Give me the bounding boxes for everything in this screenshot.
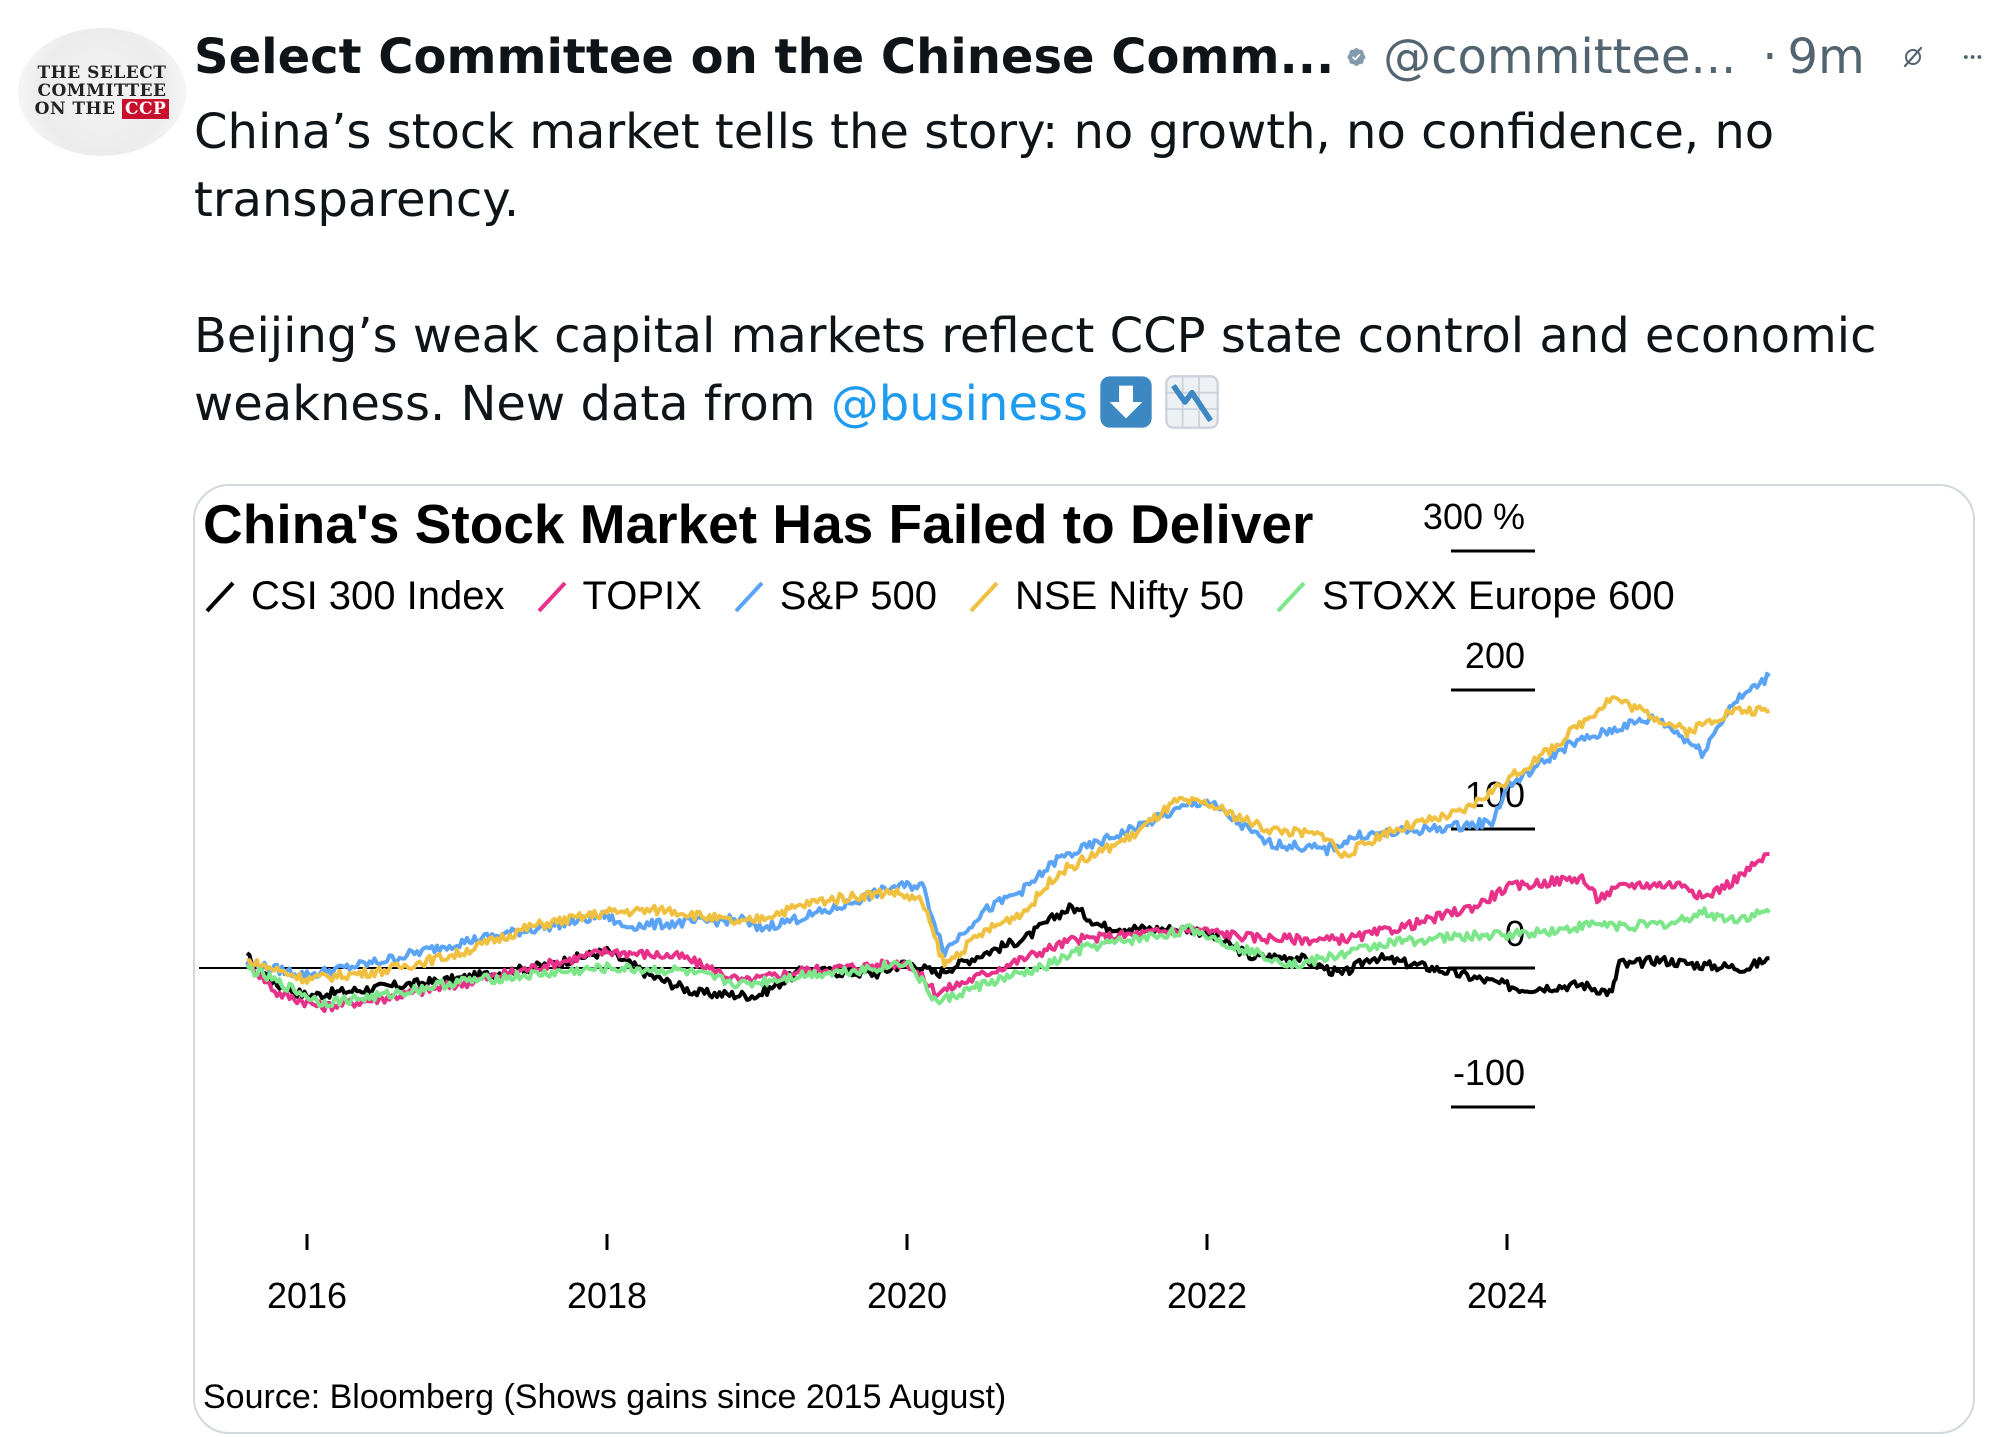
legend-item: NSE Nifty 50 — [967, 574, 1244, 619]
tweet-paragraph-2-text: Beijing’s weak capital markets reflect C… — [194, 308, 1877, 432]
legend-swatch — [1276, 581, 1306, 612]
display-name[interactable]: Select Committee on the Chinese Comm... — [194, 29, 1335, 85]
separator-dot: · — [1762, 29, 1778, 85]
x-tick-label: 2018 — [567, 1275, 647, 1316]
series-line-stoxx-europe-600 — [245, 906, 1771, 1009]
legend-label: STOXX Europe 600 — [1321, 574, 1675, 618]
verified-badge-icon — [1347, 48, 1366, 66]
legend-label: CSI 300 Index — [251, 574, 505, 618]
chart-title: China's Stock Market Has Failed to Deliv… — [203, 493, 1314, 555]
grok-icon[interactable] — [1901, 26, 1925, 88]
x-tick-label: 2022 — [1167, 1275, 1247, 1316]
x-tick-label: 2020 — [867, 1275, 947, 1316]
timestamp[interactable]: 9m — [1787, 29, 1865, 85]
tweet-paragraph-1: China’s stock market tells the story: no… — [194, 104, 1775, 228]
user-handle[interactable]: @committee... — [1383, 29, 1737, 85]
legend-item: TOPIX — [535, 574, 702, 619]
tweet-paragraph-2: Beijing’s weak capital markets reflect C… — [194, 302, 1954, 438]
chart-legend: CSI 300 Index TOPIX S&P 500 NSE Nifty 50… — [203, 574, 1705, 619]
series-line-topix — [245, 852, 1770, 1013]
avatar-line-3-wrap: ON THE CCP — [34, 98, 170, 119]
avatar-line-1: THE SELECT — [37, 63, 167, 84]
down-arrow-icon — [1100, 376, 1152, 428]
y-tick-label: 300 % — [1423, 496, 1525, 537]
avatar-ccp-badge: CCP — [122, 98, 170, 119]
chart-decreasing-icon — [1165, 375, 1219, 429]
x-tick-label: 2016 — [267, 1275, 347, 1316]
y-tick-label: 200 — [1465, 635, 1525, 676]
mention-link[interactable]: @business — [830, 376, 1088, 432]
legend-swatch — [205, 581, 235, 612]
more-options-icon[interactable] — [1961, 27, 1984, 87]
avatar-line-2: COMMITTEE — [37, 81, 167, 102]
legend-label: TOPIX — [582, 574, 702, 618]
legend-swatch — [537, 581, 566, 612]
x-tick-label: 2024 — [1467, 1275, 1547, 1316]
legend-item: STOXX Europe 600 — [1274, 574, 1675, 619]
chart-card[interactable]: China's Stock Market Has Failed to Deliv… — [193, 484, 1975, 1434]
avatar[interactable]: THE SELECT COMMITTEE ON THE CCP — [18, 28, 186, 156]
legend-label: NSE Nifty 50 — [1014, 574, 1244, 618]
legend-swatch — [969, 581, 999, 612]
legend-swatch — [734, 581, 764, 612]
chart-source: Source: Bloomberg (Shows gains since 201… — [203, 1378, 1007, 1416]
legend-label: S&P 500 — [779, 574, 937, 618]
avatar-line-3: ON THE — [34, 98, 116, 119]
tweet-header: Select Committee on the Chinese Comm... … — [194, 22, 1984, 92]
legend-item: CSI 300 Index — [203, 574, 505, 619]
legend-item: S&P 500 — [732, 574, 937, 619]
y-tick-label: -100 — [1453, 1052, 1525, 1093]
series-line-nse-nifty-50 — [246, 695, 1770, 985]
tweet-body: China’s stock market tells the story: no… — [194, 98, 1954, 438]
